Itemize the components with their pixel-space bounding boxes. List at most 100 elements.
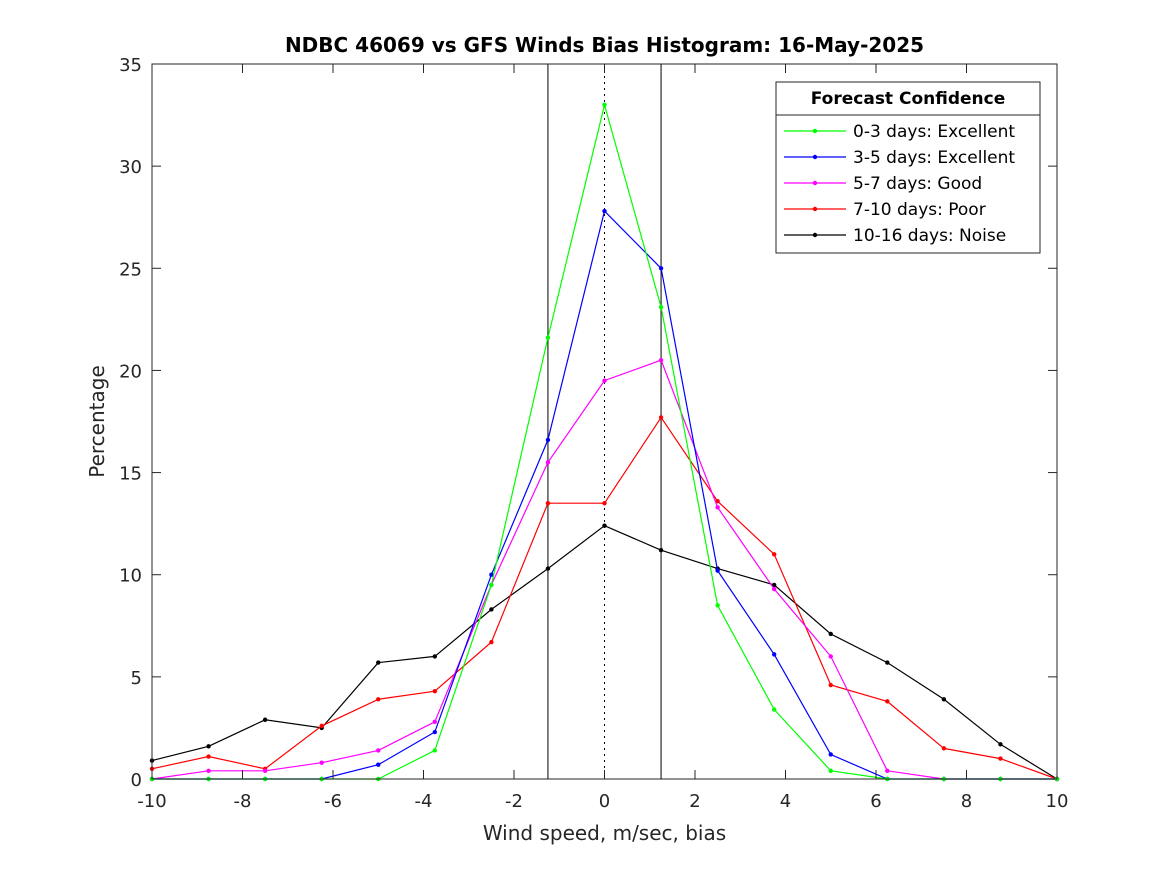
data-point <box>376 762 381 767</box>
data-point <box>602 208 607 214</box>
legend-swatch-marker <box>812 154 818 160</box>
data-point <box>489 582 494 588</box>
x-tick-label: 8 <box>961 791 972 812</box>
data-point <box>828 682 833 688</box>
data-point <box>715 568 720 573</box>
y-tick-label: 30 <box>119 157 142 178</box>
legend-title: Forecast Confidence <box>811 89 1006 109</box>
data-point <box>319 760 324 765</box>
y-axis-ticks: 0 5 10 15 20 25 30 35 <box>119 55 1057 791</box>
data-point <box>432 654 438 659</box>
legend-item: 0-3 days: Excellent <box>784 122 1015 142</box>
data-point <box>828 631 833 637</box>
x-tick-label: -4 <box>415 791 433 812</box>
legend-swatch-marker <box>812 232 818 238</box>
data-point <box>885 660 890 665</box>
data-point <box>941 746 947 751</box>
data-point <box>658 415 664 420</box>
data-point <box>602 523 607 528</box>
data-point <box>828 768 833 774</box>
data-point <box>771 707 777 712</box>
data-point <box>489 639 494 645</box>
data-point <box>885 768 890 774</box>
legend-swatch-marker <box>812 180 818 186</box>
legend-label: 7-10 days: Poor <box>853 200 986 220</box>
legend-label: 10-16 days: Noise <box>853 226 1006 246</box>
data-point <box>489 607 494 612</box>
x-tick-label: 10 <box>1046 791 1069 812</box>
series-4 <box>149 523 1060 782</box>
data-point <box>432 748 438 753</box>
x-axis-ticks: -10 -8 -6 -4 -2 0 2 4 6 8 10 <box>137 64 1068 812</box>
legend-label: 5-7 days: Good <box>853 174 982 194</box>
data-point <box>658 548 664 553</box>
x-tick-label: -2 <box>505 791 523 812</box>
chart-title: NDBC 46069 vs GFS Winds Bias Histogram: … <box>285 33 924 57</box>
y-tick-label: 10 <box>119 566 142 587</box>
reference-lines <box>547 64 662 779</box>
data-point <box>828 654 833 659</box>
data-point <box>828 752 833 757</box>
data-point <box>319 723 324 729</box>
data-point <box>206 768 211 774</box>
data-point <box>545 335 551 340</box>
x-tick-label: 0 <box>599 791 610 812</box>
legend-item: 7-10 days: Poor <box>784 200 986 220</box>
x-tick-label: 6 <box>870 791 881 812</box>
data-point <box>658 304 664 310</box>
x-tick-label: 2 <box>689 791 700 812</box>
data-point <box>545 460 551 465</box>
data-point <box>432 688 438 694</box>
data-point <box>262 768 268 774</box>
data-point <box>376 660 381 665</box>
data-point <box>885 699 890 704</box>
y-tick-label: 35 <box>119 55 142 76</box>
data-point <box>941 697 947 702</box>
data-point <box>771 552 777 557</box>
x-tick-label: -6 <box>324 791 342 812</box>
legend-item: 10-16 days: Noise <box>784 226 1006 246</box>
legend-swatch-marker <box>812 206 818 212</box>
data-point <box>376 697 381 702</box>
data-point <box>998 756 1003 761</box>
data-point <box>545 437 551 443</box>
y-tick-label: 25 <box>119 259 142 280</box>
legend-label: 0-3 days: Excellent <box>853 122 1015 142</box>
data-point <box>489 572 494 577</box>
y-tick-label: 20 <box>119 361 142 382</box>
y-tick-label: 5 <box>131 668 142 689</box>
data-point <box>771 582 777 588</box>
data-point <box>658 358 664 363</box>
data-point <box>771 586 777 592</box>
data-point <box>602 102 607 108</box>
legend-item: 3-5 days: Excellent <box>784 148 1015 168</box>
data-point <box>771 652 777 657</box>
data-point <box>715 505 720 510</box>
legend-swatch-marker <box>812 128 818 134</box>
legend: Forecast Confidence 0-3 days: Excellent 3… <box>775 81 1041 254</box>
data-point <box>545 566 551 571</box>
legend-item: 5-7 days: Good <box>784 174 982 194</box>
legend-box <box>775 81 1041 254</box>
x-axis-label: Wind speed, m/sec, bias <box>483 821 726 845</box>
data-point <box>432 719 438 724</box>
y-tick-label: 15 <box>119 464 142 485</box>
data-point <box>998 742 1003 747</box>
legend-items: 0-3 days: Excellent 3-5 days: Excellent 5-… <box>784 122 1015 246</box>
data-point <box>376 748 381 753</box>
data-point <box>602 378 607 383</box>
data-point <box>206 744 211 749</box>
data-point <box>262 717 268 722</box>
x-tick-label: 4 <box>780 791 791 812</box>
data-point <box>206 754 211 759</box>
data-point <box>715 498 720 504</box>
x-tick-label: -8 <box>234 791 252 812</box>
y-axis-label: Percentage <box>85 365 109 478</box>
data-point <box>715 603 720 608</box>
y-tick-label: 0 <box>131 770 142 791</box>
data-point <box>658 266 664 271</box>
legend-label: 3-5 days: Excellent <box>853 148 1015 168</box>
data-point <box>545 501 551 506</box>
data-point <box>432 729 438 735</box>
